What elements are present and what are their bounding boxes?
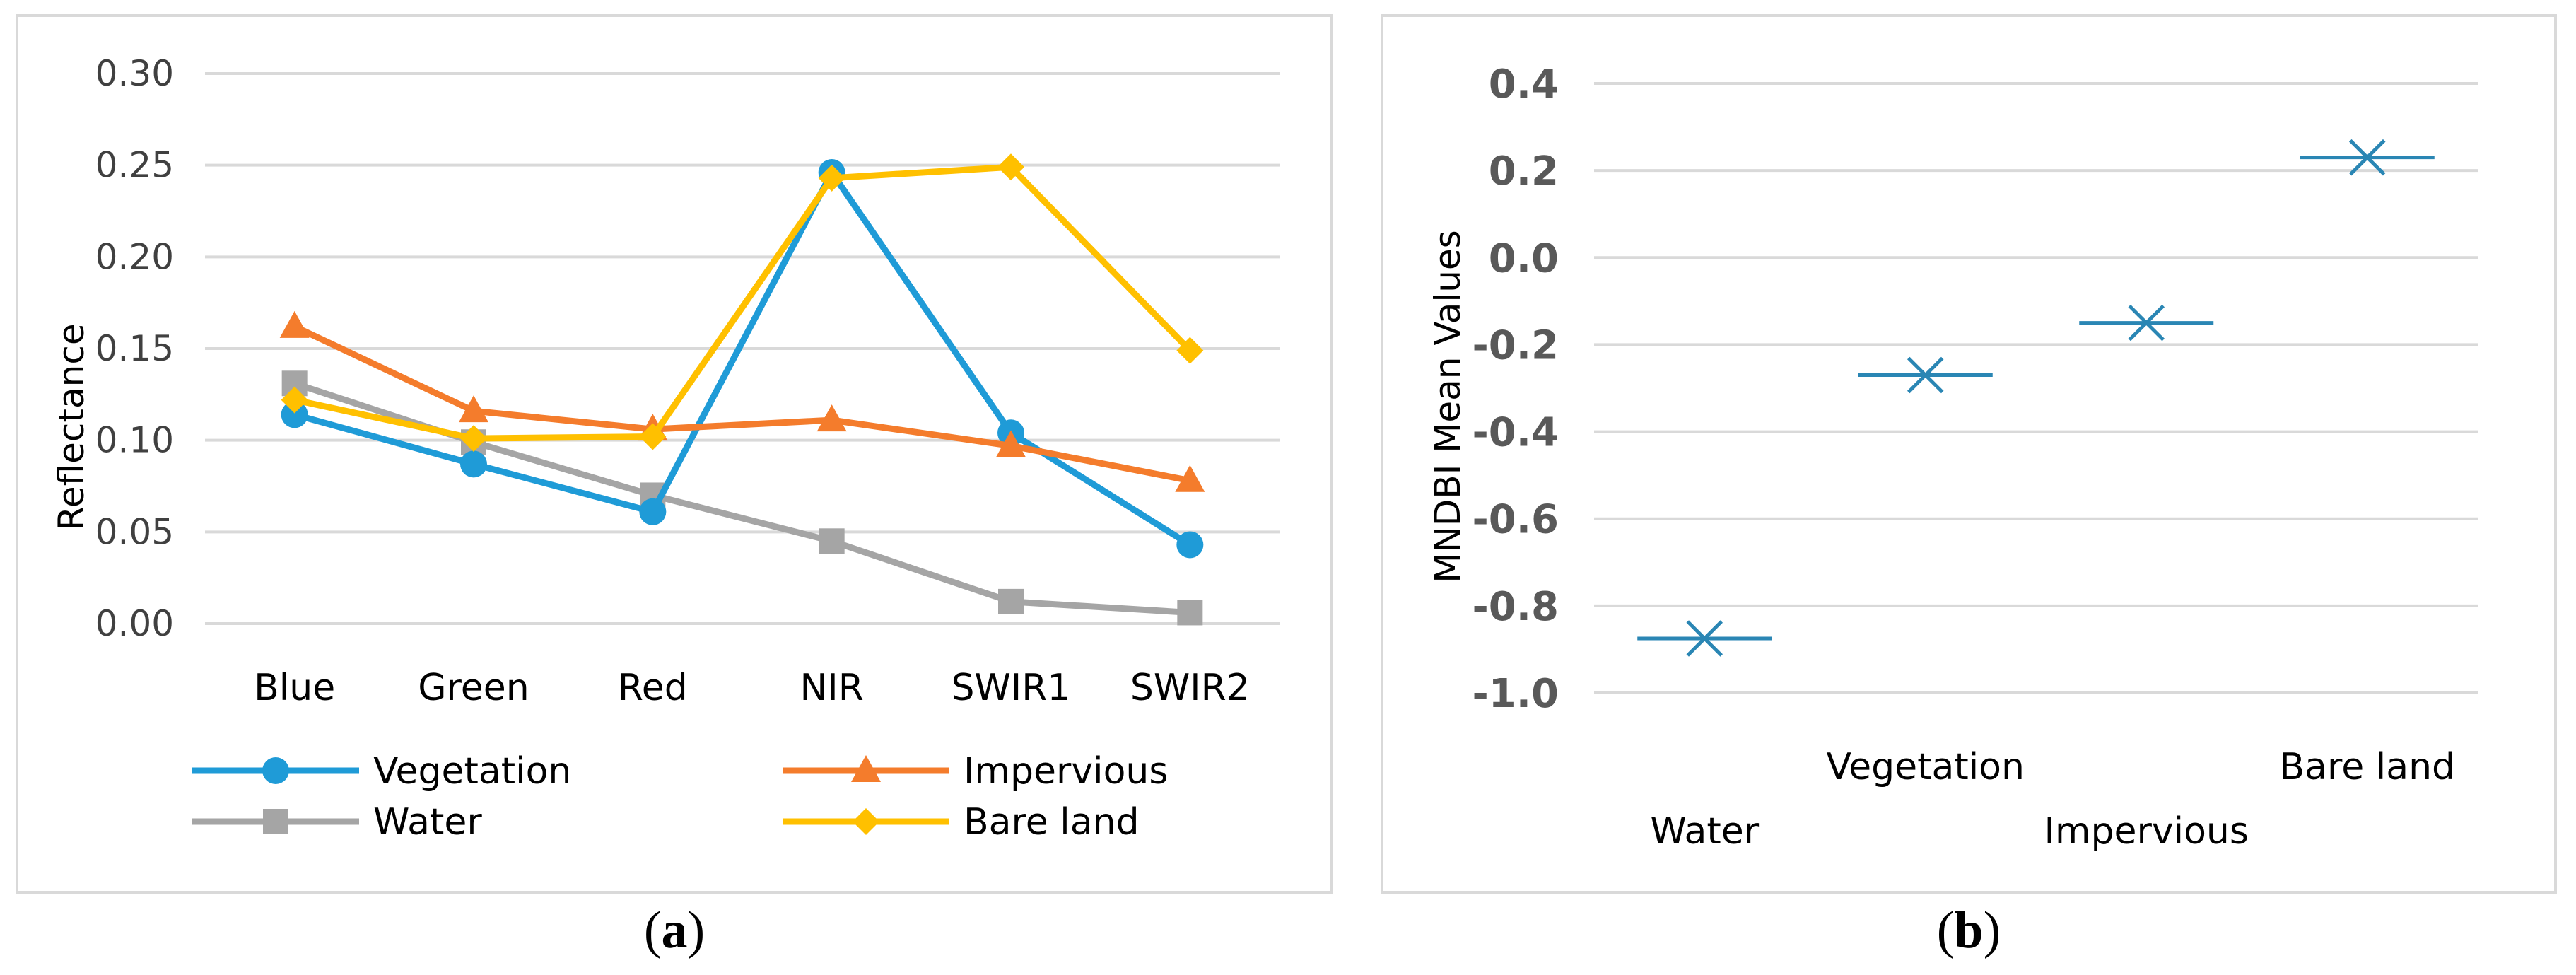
legend-label-bare-land: Bare land xyxy=(964,801,1140,843)
panel-a-frame xyxy=(16,14,1333,894)
panel-a-y-tick-label: 0.25 xyxy=(95,145,174,186)
data-point-bare-land xyxy=(1176,337,1204,364)
panel-b-points xyxy=(1637,139,2435,657)
data-point-impervious xyxy=(996,430,1026,457)
data-point-bare-land xyxy=(997,153,1024,181)
panel-b-y-tick-label: 0.2 xyxy=(1489,148,1559,194)
caption-a-letter: a xyxy=(662,901,688,959)
panel-a-category-label-blue: Blue xyxy=(254,667,335,709)
panel-a-category-label-nir: NIR xyxy=(800,667,863,709)
legend-label-vegetation: Vegetation xyxy=(373,750,571,793)
panel-a-y-tick-labels: 0.00 0.05 0.10 0.15 0.20 0.25 0.30 xyxy=(95,53,174,644)
panel-b-y-tick-label: 0.0 xyxy=(1489,235,1559,281)
panel-b-category-labels: Water Vegetation Impervious Bare land xyxy=(1650,746,2455,853)
data-point-bare-land xyxy=(818,164,845,192)
data-point-impervious xyxy=(816,404,847,432)
panel-a-y-tick-label: 0.20 xyxy=(95,236,174,277)
data-point-impervious xyxy=(1175,465,1205,492)
data-point-vegetation xyxy=(1176,531,1204,559)
panel-a-y-tick-label: 0.15 xyxy=(95,328,174,369)
panel-a-y-axis-label: Reflectance xyxy=(51,323,92,530)
panel-a-category-label-green: Green xyxy=(418,667,529,709)
data-point-impervious xyxy=(279,310,310,338)
legend-label-water: Water xyxy=(373,801,482,843)
legend-label-impervious: Impervious xyxy=(964,750,1168,793)
panel-b-gridlines xyxy=(1594,82,2478,694)
legend-entry-bare-land: Bare land xyxy=(783,801,1140,843)
panel-b-y-tick-label: -0.8 xyxy=(1473,584,1559,630)
panel-b-category-label-water: Water xyxy=(1650,810,1759,853)
data-point-vegetation xyxy=(281,401,308,428)
panel-b-frame xyxy=(1381,14,2557,894)
data-point-water xyxy=(998,588,1024,614)
panel-b-y-tick-label: -0.4 xyxy=(1473,410,1559,456)
panel-b-category-label-vegetation: Vegetation xyxy=(1827,746,2025,788)
point-x-mark-impervious xyxy=(2128,304,2165,341)
data-point-water xyxy=(1177,600,1203,626)
panel-a-category-labels: Blue Green Red NIR SWIR1 SWIR2 xyxy=(254,667,1250,709)
panel-b-category-label-bare-land: Bare land xyxy=(2279,746,2455,788)
caption-a: (a) xyxy=(644,901,705,959)
data-point-bare-land xyxy=(281,386,308,414)
series-bare-land xyxy=(281,153,1204,453)
data-point-water xyxy=(1637,620,1772,657)
panel-a-y-tick-label: 0.05 xyxy=(95,511,174,552)
data-point-water xyxy=(819,528,845,554)
data-point-bare-land xyxy=(639,423,667,450)
legend-marker-water xyxy=(263,809,288,834)
panel-a-series xyxy=(279,153,1205,626)
data-point-bare-land xyxy=(2300,139,2435,176)
panel-a-y-tick-label: 0.30 xyxy=(95,53,174,94)
panel-a-category-label-red: Red xyxy=(618,667,688,709)
caption-b-letter: b xyxy=(1954,901,1983,959)
point-x-mark-water xyxy=(1686,620,1723,657)
panel-b-y-tick-labels: -1.0 -0.8 -0.6 -0.4 -0.2 0.0 0.2 0.4 xyxy=(1473,62,1559,717)
series-line-impervious xyxy=(293,323,1191,484)
point-x-mark-vegetation xyxy=(1907,356,1944,394)
data-point-vegetation xyxy=(639,498,667,525)
data-point-impervious xyxy=(459,395,488,423)
point-x-mark-bare-land xyxy=(2348,139,2386,176)
data-point-bare-land xyxy=(460,425,487,453)
legend-marker-vegetation xyxy=(262,757,289,784)
panel-a-gridlines xyxy=(205,72,1280,625)
panel-b-y-tick-label: 0.4 xyxy=(1489,62,1559,107)
panel-b-category-label-impervious: Impervious xyxy=(2044,810,2249,853)
panel-a-legend: Vegetation Impervious Water Bare land xyxy=(192,750,1168,843)
caption-b: (b) xyxy=(1937,901,2001,959)
legend-marker-bare-land xyxy=(853,808,879,835)
legend-entry-vegetation: Vegetation xyxy=(192,750,571,793)
panel-b-y-tick-label: -0.6 xyxy=(1473,497,1559,543)
panel-a: 0.00 0.05 0.10 0.15 0.20 0.25 0.30 Reflectance… xyxy=(16,14,1333,894)
panel-b: -1.0 -0.8 -0.6 -0.4 -0.2 0.0 0.2 0.4 MNDBI Mean… xyxy=(1381,14,2557,894)
legend-marker-impervious xyxy=(851,755,881,782)
panel-b-y-axis-label: MNDBI Mean Values xyxy=(1427,230,1468,583)
legend-entry-impervious: Impervious xyxy=(783,750,1168,793)
legend-entry-water: Water xyxy=(192,801,482,843)
series-line-bare-land xyxy=(293,163,1193,442)
data-point-vegetation xyxy=(460,450,487,478)
data-point-impervious xyxy=(2079,304,2214,341)
panel-a-y-tick-label: 0.10 xyxy=(95,420,174,461)
panel-a-category-label-swir1: SWIR1 xyxy=(952,667,1071,709)
panel-a-y-tick-label: 0.00 xyxy=(95,603,174,644)
data-point-vegetation xyxy=(1858,356,1993,394)
panel-b-y-tick-label: -0.2 xyxy=(1473,322,1559,368)
panel-b-y-tick-label: -1.0 xyxy=(1473,671,1559,717)
panel-a-category-label-swir2: SWIR2 xyxy=(1130,667,1250,709)
